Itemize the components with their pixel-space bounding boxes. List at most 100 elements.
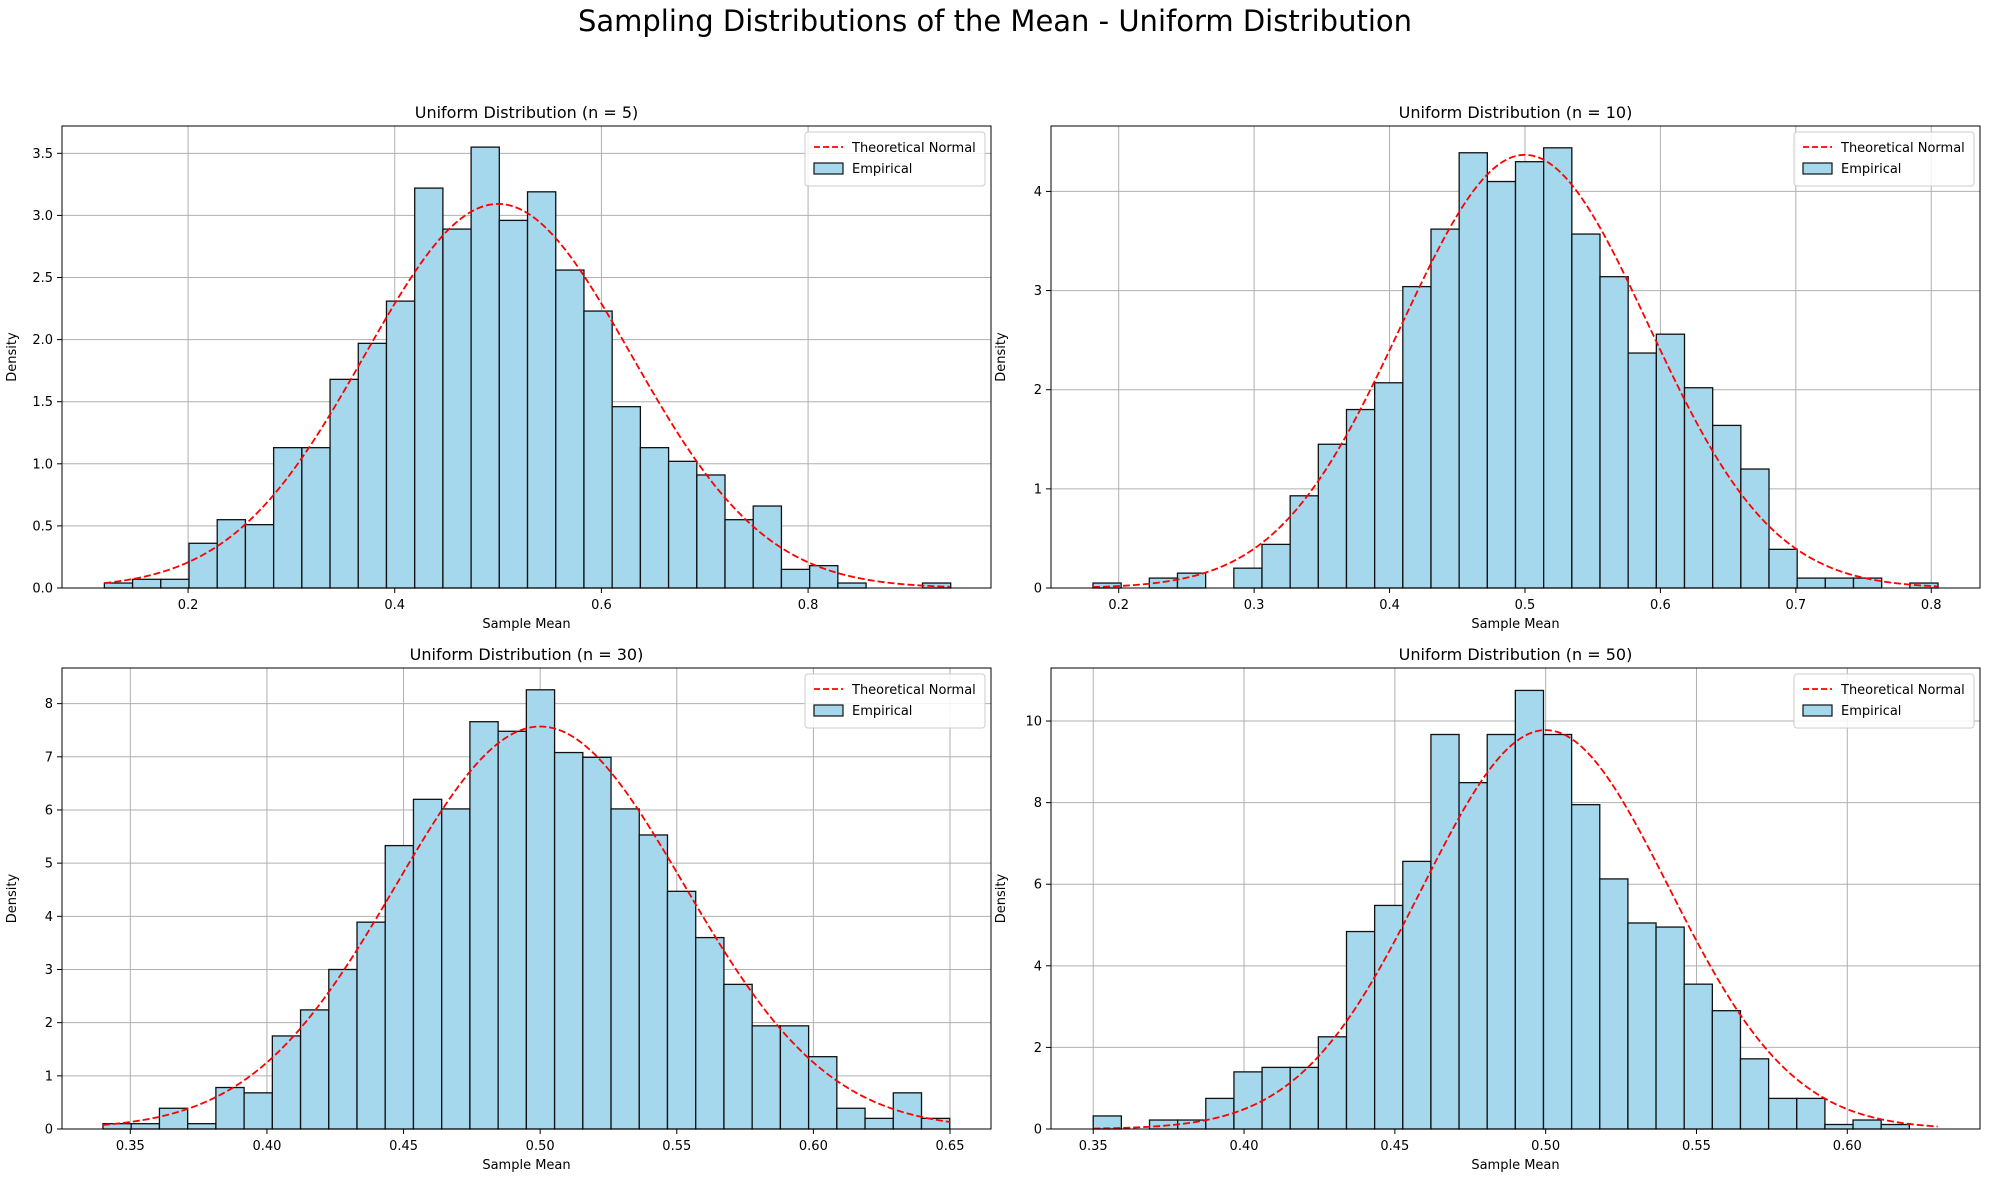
histogram-bar (1880, 1123, 1910, 1130)
histogram-bar (1289, 495, 1319, 589)
y-axis-label: Density (994, 873, 1009, 923)
legend: Theoretical Normal Empirical (804, 673, 986, 729)
histogram-bar (1430, 733, 1460, 1130)
histogram-bar (1458, 781, 1488, 1130)
y-tick-label: 0 (1034, 1123, 1042, 1138)
histogram-bar (667, 460, 698, 589)
histogram-bar (864, 1117, 894, 1130)
legend-label-empirical: Empirical (852, 162, 912, 177)
histogram-bar (1402, 860, 1432, 1130)
histogram-bar (299, 1009, 330, 1130)
x-tick-label: 0.2 (1108, 598, 1129, 613)
y-tick-label: 1.0 (32, 457, 53, 472)
chart-panel-n50: 0.35 0.40 0.45 0.50 0.55 0.60 0 2 4 6 8 10 Uniform D… (994, 645, 1981, 1173)
histogram-bar (1824, 1123, 1854, 1130)
histogram-bar (582, 756, 612, 1130)
plot-area: 0.2 0.3 0.4 0.5 0.6 0.7 0.8 0 1 2 3 4 Uniform Distri… (994, 103, 1981, 632)
histogram-bar (328, 968, 358, 1130)
histogram-bar (555, 269, 585, 589)
x-tick-label: 0.8 (1921, 598, 1942, 613)
y-tick-label: 7 (45, 750, 53, 765)
legend-swatch-empirical (1802, 162, 1833, 175)
x-tick-label: 0.60 (1833, 1139, 1862, 1154)
y-tick-label: 4 (1034, 959, 1042, 974)
histogram-bar (329, 378, 359, 589)
histogram-bar (216, 519, 247, 589)
chart-title: Uniform Distribution (n = 5) (415, 103, 639, 122)
histogram-bar (160, 578, 190, 589)
histogram-bar (1514, 689, 1545, 1130)
chart-title: Uniform Distribution (n = 30) (410, 645, 644, 664)
histogram-bar (1542, 733, 1573, 1130)
chart-panel-n30: 0.35 0.40 0.45 0.50 0.55 0.60 0.65 0 1 2 3 4 5 6 7 8 Uni… (5, 645, 992, 1173)
histogram-bar (723, 983, 753, 1130)
x-tick-label: 0.40 (1230, 1139, 1259, 1154)
x-tick-label: 0.8 (798, 598, 819, 613)
histogram-bar (807, 1056, 838, 1130)
histogram-bar (1852, 1119, 1882, 1130)
histogram-bar (1768, 548, 1798, 589)
y-tick-label: 6 (45, 803, 53, 818)
y-tick-label: 2 (1034, 1041, 1042, 1056)
legend: Theoretical Normal Empirical (1793, 131, 1975, 187)
histogram-bar (696, 474, 726, 589)
y-tick-label: 2.5 (32, 271, 53, 286)
histogram-bar (356, 921, 386, 1130)
y-tick-label: 10 (1025, 715, 1042, 730)
axes-frame (1050, 125, 1981, 589)
legend-box (804, 673, 986, 729)
histogram-bar (498, 219, 529, 589)
histogram-bar (441, 808, 471, 1130)
histogram-bar (1627, 922, 1657, 1130)
histogram-bar (1824, 577, 1855, 589)
histogram-bar (1176, 572, 1207, 589)
y-tick-label: 8 (45, 697, 53, 712)
histogram-bar (610, 808, 640, 1130)
y-axis-label: Density (5, 873, 20, 923)
x-axis-label: Sample Mean (482, 1158, 570, 1173)
y-tick-label: 1 (45, 1069, 53, 1084)
x-tick-label: 0.35 (116, 1139, 145, 1154)
histogram-bar (188, 542, 218, 589)
histogram-bar (751, 1025, 782, 1130)
histogram-bar (469, 721, 499, 1130)
y-axis-label: Density (994, 332, 1009, 382)
x-tick-label: 0.55 (662, 1139, 691, 1154)
y-tick-label: 0.0 (32, 582, 53, 597)
histogram-bar (1374, 382, 1404, 589)
x-tick-label: 0.2 (178, 598, 199, 613)
histogram-bar (243, 1092, 273, 1130)
x-tick-label: 0.60 (799, 1139, 828, 1154)
histogram-bar (1514, 161, 1545, 589)
theoretical-normal-curve (102, 725, 951, 1126)
legend-label-normal: Theoretical Normal (1840, 141, 1965, 156)
histogram-bar (1092, 1115, 1123, 1130)
histogram-bar (1740, 468, 1770, 589)
y-tick-label: 6 (1034, 878, 1042, 893)
histogram-bar (526, 191, 557, 589)
histogram-bar (1739, 1058, 1770, 1130)
histogram-bar (1402, 285, 1432, 589)
y-tick-label: 0.5 (32, 519, 53, 534)
y-tick-label: 3.0 (32, 209, 53, 224)
y-axis-label: Density (5, 332, 20, 382)
histogram-bar (1458, 152, 1488, 589)
chart-title: Uniform Distribution (n = 10) (1399, 103, 1633, 122)
histogram-bar (1599, 878, 1629, 1130)
legend-box (1793, 131, 1975, 187)
histogram-bar (639, 447, 670, 589)
histogram-bar (779, 1025, 810, 1130)
histogram-bar (385, 300, 416, 589)
histogram-bar (921, 582, 952, 589)
histogram-bar (272, 447, 303, 589)
theoretical-normal-curve (1093, 729, 1938, 1130)
legend-label-normal: Theoretical Normal (851, 683, 976, 698)
legend-box (804, 131, 986, 187)
y-tick-label: 2 (45, 1016, 53, 1031)
histogram-bar (1683, 983, 1713, 1130)
x-tick-label: 0.55 (1682, 1139, 1711, 1154)
histogram-bar (244, 524, 275, 589)
histogram-bar (384, 844, 415, 1130)
y-tick-label: 1 (1034, 482, 1042, 497)
x-tick-label: 0.3 (1244, 598, 1265, 613)
